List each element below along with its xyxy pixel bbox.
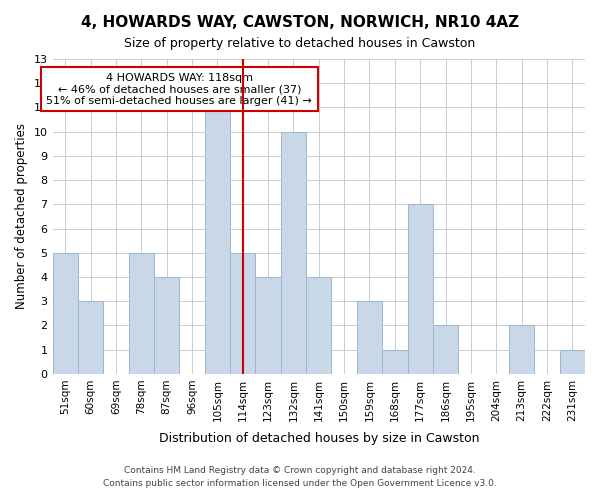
- Bar: [560, 350, 585, 374]
- Bar: [256, 277, 281, 374]
- Bar: [205, 108, 230, 374]
- Text: Contains HM Land Registry data © Crown copyright and database right 2024.
Contai: Contains HM Land Registry data © Crown c…: [103, 466, 497, 487]
- Bar: [128, 253, 154, 374]
- Bar: [78, 301, 103, 374]
- Bar: [281, 132, 306, 374]
- Bar: [53, 253, 78, 374]
- Bar: [509, 326, 534, 374]
- Text: 4, HOWARDS WAY, CAWSTON, NORWICH, NR10 4AZ: 4, HOWARDS WAY, CAWSTON, NORWICH, NR10 4…: [81, 15, 519, 30]
- Bar: [382, 350, 407, 374]
- Bar: [154, 277, 179, 374]
- Bar: [407, 204, 433, 374]
- Y-axis label: Number of detached properties: Number of detached properties: [15, 124, 28, 310]
- Bar: [433, 326, 458, 374]
- Bar: [357, 301, 382, 374]
- Text: Size of property relative to detached houses in Cawston: Size of property relative to detached ho…: [124, 38, 476, 51]
- X-axis label: Distribution of detached houses by size in Cawston: Distribution of detached houses by size …: [158, 432, 479, 445]
- Bar: [230, 253, 256, 374]
- Text: 4 HOWARDS WAY: 118sqm
← 46% of detached houses are smaller (37)
51% of semi-deta: 4 HOWARDS WAY: 118sqm ← 46% of detached …: [46, 72, 312, 106]
- Bar: [306, 277, 331, 374]
